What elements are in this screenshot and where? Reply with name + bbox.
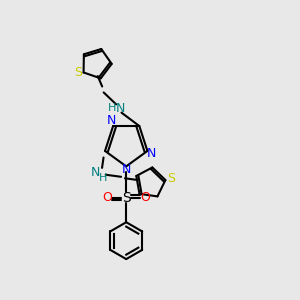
Text: H: H (99, 173, 108, 183)
Text: N: N (91, 167, 100, 179)
Text: N: N (146, 147, 156, 160)
Text: S: S (167, 172, 175, 185)
Text: N: N (122, 164, 131, 176)
Text: N: N (115, 102, 125, 115)
Text: O: O (140, 191, 150, 204)
Text: N: N (107, 114, 116, 127)
Text: H: H (108, 103, 116, 113)
Text: S: S (122, 190, 130, 205)
Text: S: S (74, 66, 82, 79)
Text: O: O (103, 191, 112, 204)
